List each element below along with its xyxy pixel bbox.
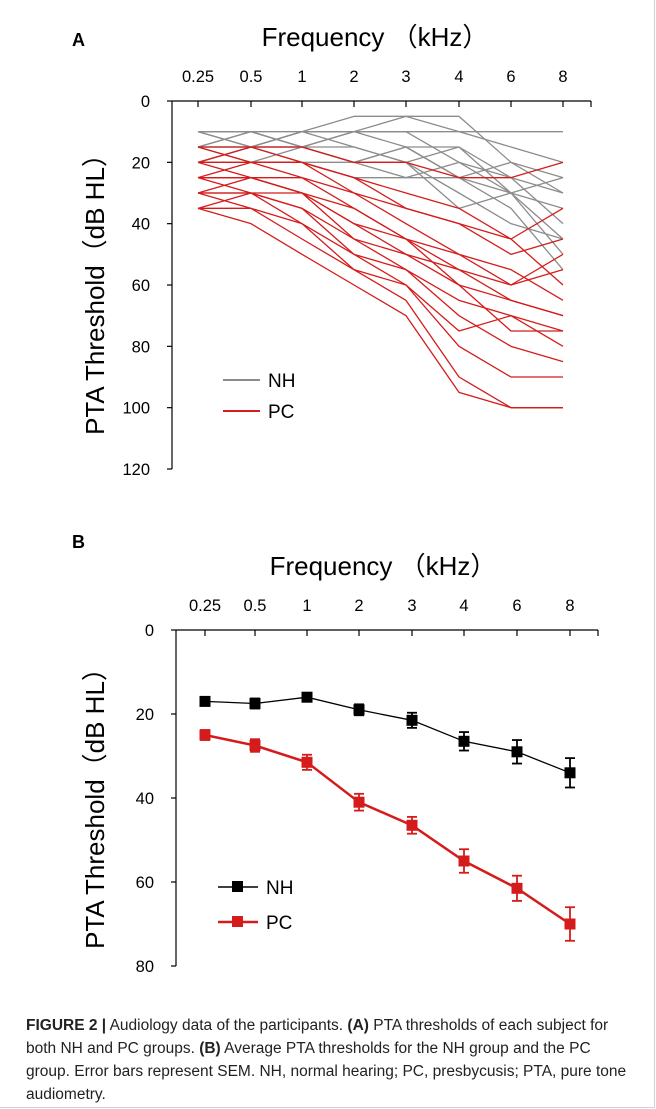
y-tick-label: 0 [141,93,150,111]
data-point-pc [199,729,211,741]
data-point-nh [199,695,211,707]
data-point-pc [301,756,313,768]
x-tick-label: 2 [354,597,363,615]
panel-a-y-axis-title-group: PTA Threshold（dB HL） [80,141,110,435]
x-tick-label: 8 [558,68,567,86]
figure-caption: FIGURE 2 | Audiology data of the partici… [26,1014,638,1106]
y-tick-label: 80 [136,958,154,976]
data-point-nh [301,691,313,703]
panel-a-chart: A Frequency （kHz） PTA Threshold（dB HL） 0… [72,22,592,479]
y-tick-label: 40 [136,790,154,808]
data-point-pc [353,796,365,808]
data-point-nh [406,714,418,726]
data-point-nh [353,704,365,716]
y-tick-label: 20 [132,154,150,172]
series-line-pc-12 [198,146,564,179]
series-line-pc-21 [198,192,564,363]
data-point-nh [564,767,576,779]
series-line-nh-6 [197,131,564,240]
series-line-nh-11 [197,131,564,194]
data-point-nh [249,698,261,709]
y-tick-label: 80 [132,338,150,356]
panel-a-legend: NH PC [223,371,295,423]
y-tick-label: 60 [136,874,154,892]
x-tick-label: 0.5 [240,68,263,86]
x-tick-label: 0.5 [244,597,267,615]
legend-label-pc: PC [268,402,294,423]
x-tick-label: 2 [349,68,358,86]
series-line-nh [204,696,571,774]
x-tick-label: 0.25 [182,68,214,86]
series-line-pc-24 [197,192,563,409]
y-tick-label: 100 [122,400,150,418]
series-line-pc [204,733,571,926]
legend-label-nh: NH [268,371,295,392]
series-line-pc-22 [197,192,564,347]
x-tick-label: 0.25 [189,597,221,615]
series-line-pc-19 [198,192,564,301]
panel-b-chart: B Frequency （kHz） PTA Threshold（dB HL） 0… [72,532,599,976]
panel-a-letter: A [72,30,85,50]
series-line-pc-14 [197,146,564,286]
panel-a-y-axis-title: PTA Threshold（dB HL） [80,141,110,435]
x-tick-label: 6 [512,597,521,615]
series-line-pc-27 [198,177,564,317]
data-point-pc [406,819,418,831]
panel-b: B Frequency （kHz） PTA Threshold（dB HL） 0… [0,520,656,990]
data-point-nh [511,746,523,758]
panel-a-series-lines [197,115,564,409]
panel-b-axes: 0 20 40 60 80 0.25 0.5 1 2 3 4 6 8 [136,597,599,976]
caption-a-label: (A) [347,1017,369,1034]
panel-b-letter: B [72,532,85,552]
legend-marker-nh [232,881,243,892]
y-tick-label: 40 [132,216,150,234]
caption-a-text: PTA thresholds of each subject for both … [26,1017,609,1057]
data-point-pc [249,740,261,751]
panel-b-legend: NH PC [218,878,293,934]
panel-a: A Frequency （kHz） PTA Threshold（dB HL） 0… [0,0,656,520]
x-tick-label: 1 [302,597,311,615]
data-point-nh [458,735,470,747]
legend-label-pc: PC [266,913,292,934]
series-line-pc-15 [198,161,564,255]
series-line-pc-18 [197,177,563,332]
x-tick-label: 1 [297,68,306,86]
x-tick-label: 3 [407,597,416,615]
x-tick-label: 4 [454,68,463,86]
series-line-pc-16 [197,161,564,286]
legend-label-nh: NH [266,878,293,899]
legend-marker-pc [232,916,243,927]
caption-title: Audiology data of the participants. [106,1017,348,1034]
panel-b-y-axis-title: PTA Threshold（dB HL） [80,655,110,949]
series-line-pc-25 [197,207,563,409]
x-tick-label: 3 [401,68,410,86]
caption-b-label: (B) [199,1040,221,1057]
panel-a-axes: 0 20 40 60 80 100 120 0.25 0.5 1 2 3 4 6 8 [122,68,592,479]
series-line-pc-23 [198,207,563,378]
caption-figure-label: FIGURE 2 | [26,1017,107,1034]
x-tick-label: 8 [565,597,574,615]
caption-b-text: Average PTA thresholds for the NH group … [26,1040,627,1103]
data-point-pc [564,918,576,930]
y-tick-label: 0 [145,622,154,640]
panel-b-series [199,691,576,942]
panel-a-x-axis-title: Frequency （kHz） [262,22,489,52]
data-point-pc [458,855,470,867]
y-tick-label: 120 [122,461,150,479]
x-tick-label: 6 [506,68,515,86]
panel-b-x-axis-title: Frequency （kHz） [270,551,497,581]
y-tick-label: 60 [132,277,150,295]
x-tick-label: 4 [459,597,468,615]
y-tick-label: 20 [136,706,154,724]
data-point-pc [511,882,523,894]
